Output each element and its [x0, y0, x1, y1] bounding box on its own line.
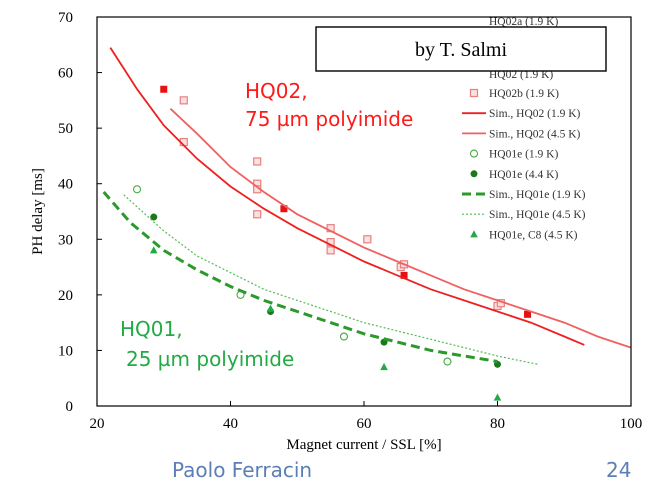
- data-point: [400, 271, 408, 279]
- legend-header-partial: HQ02a (1.9 K): [489, 16, 558, 28]
- data-point: [280, 205, 288, 213]
- y-tick-label: 10: [58, 343, 73, 359]
- x-axis-label: Magnet current / SSL [%]: [286, 437, 441, 453]
- legend-overlapped-partial: HQ02 (1.9 K): [489, 69, 553, 81]
- y-tick-label: 60: [58, 66, 73, 82]
- series-7: [123, 194, 538, 365]
- legend-marker: [469, 88, 479, 98]
- series-6: [102, 191, 498, 363]
- data-point: [363, 235, 372, 244]
- data-point: [266, 304, 275, 312]
- legend-item: Sim., HQ02 (4.5 K): [462, 128, 581, 140]
- data-point: [493, 393, 502, 401]
- footer-author: Paolo Ferracin: [172, 458, 313, 482]
- y-tick-label: 70: [58, 10, 73, 26]
- series-3: [169, 108, 632, 349]
- annotation-hq01: HQ01,: [120, 317, 183, 341]
- series-2: [109, 47, 585, 346]
- series-line: [123, 194, 538, 365]
- data-point: [179, 96, 188, 105]
- data-point: [133, 185, 142, 194]
- legend-label: HQ01e (1.9 K): [489, 149, 558, 161]
- data-point: [149, 246, 158, 254]
- series-line: [102, 191, 498, 363]
- legend-item: HQ02b (1.9 K): [469, 88, 559, 100]
- legend-label: Sim., HQ02 (1.9 K): [489, 108, 581, 120]
- data-point: [253, 157, 262, 166]
- credit-text: by T. Salmi: [415, 39, 507, 61]
- legend-label: Sim., HQ01e (4.5 K): [489, 209, 586, 221]
- legend-marker: [470, 170, 478, 178]
- legend-item: Sim., HQ01e (1.9 K): [462, 189, 586, 201]
- data-point: [524, 310, 532, 318]
- series-0: [179, 96, 505, 311]
- series-5: [150, 213, 501, 368]
- x-tick-label: 40: [223, 416, 238, 432]
- legend-label: HQ01e, C8 (4.5 K): [489, 229, 578, 241]
- y-axis-label: PH delay [ms]: [30, 168, 46, 255]
- series-4: [133, 185, 452, 366]
- tick-labels: 20 40 60 80 100 0 10 20 30 40 50 60 70: [58, 10, 642, 432]
- series-line: [109, 47, 585, 346]
- series-8: [149, 246, 502, 401]
- legend-item: Sim., HQ02 (1.9 K): [462, 108, 581, 120]
- y-tick-label: 50: [58, 121, 73, 137]
- y-tick-label: 0: [66, 399, 74, 415]
- y-tick-label: 40: [58, 177, 73, 193]
- legend: HQ02a (1.9 K) HQ02 (1.9 K) HQ02b (1.9 K) Si…: [462, 16, 586, 241]
- chart-marks: [102, 47, 632, 401]
- data-point: [339, 332, 349, 341]
- data-point: [443, 357, 452, 366]
- x-tick-label: 100: [620, 416, 643, 432]
- annotation-hq02: HQ02,: [245, 79, 308, 103]
- legend-item: Sim., HQ01e (4.5 K): [462, 209, 586, 221]
- legend-label: HQ01e (4.4 K): [489, 169, 558, 181]
- series-line: [169, 108, 632, 349]
- data-point: [150, 213, 158, 221]
- data-point: [160, 85, 168, 93]
- legend-item: HQ01e (1.9 K): [469, 149, 558, 161]
- series-1: [160, 85, 532, 318]
- credit-box: [315, 26, 607, 72]
- legend-item: HQ01e, C8 (4.5 K): [470, 229, 578, 241]
- x-tick-label: 80: [490, 416, 505, 432]
- data-point: [380, 362, 388, 371]
- annotations: HQ02, 75 µm polyimide HQ01, 25 µm polyimide…: [120, 26, 607, 371]
- data-point: [326, 246, 335, 255]
- legend-label: HQ02b (1.9 K): [489, 88, 559, 100]
- footer-page-number: 24: [606, 458, 632, 482]
- annotation-hq01-insulation: 25 µm polyimide: [126, 347, 294, 371]
- legend-marker: [470, 230, 478, 238]
- legend-label: Sim., HQ01e (1.9 K): [489, 189, 586, 201]
- x-tick-label: 60: [357, 416, 372, 432]
- data-point: [253, 210, 262, 219]
- y-tick-label: 20: [58, 288, 73, 304]
- legend-label: Sim., HQ02 (4.5 K): [489, 128, 581, 140]
- annotation-hq02-insulation: 75 µm polyimide: [245, 107, 413, 131]
- legend-marker: [469, 149, 479, 158]
- x-tick-label: 20: [90, 416, 105, 432]
- legend-item: HQ01e (4.4 K): [470, 169, 558, 181]
- y-tick-label: 30: [58, 232, 73, 248]
